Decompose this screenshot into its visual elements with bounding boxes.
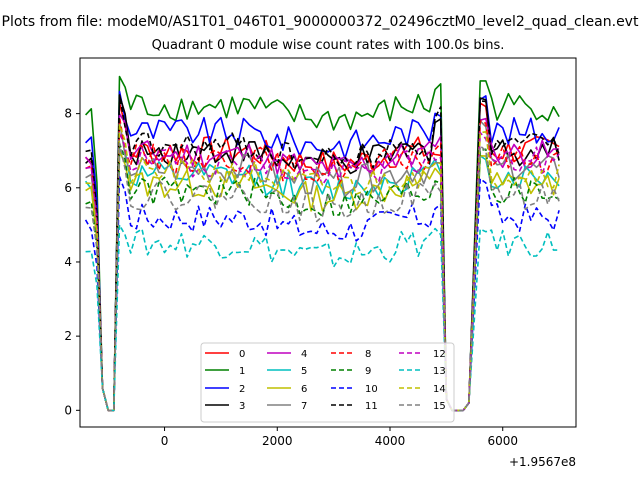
series-layer [84,75,560,412]
series-line-8 [85,116,560,412]
series-line-7 [85,120,560,412]
series-line-5 [84,150,560,412]
x-axis: 0 2000 4000 6000 [161,427,518,448]
x-axis-offset-label: +1.9567e8 [509,455,576,469]
x-tick-label: 2000 [262,434,293,448]
series-line-13 [85,224,560,412]
legend-label-3: 3 [239,401,245,412]
series-line-15 [85,142,560,412]
legend-label-1: 1 [239,366,245,377]
x-tick-label: 6000 [487,434,518,448]
legend-frame [200,342,455,423]
plot-area-frame [79,57,577,428]
legend-label-2: 2 [239,384,245,395]
legend-label-7: 7 [301,401,307,412]
legend-label-15: 15 [433,401,446,412]
legend-label-9: 9 [365,366,371,377]
y-axis: 0 2 4 6 8 [64,107,80,417]
y-tick-label: 4 [64,255,72,269]
legend-label-4: 4 [301,349,307,360]
x-tick-label: 0 [161,434,169,448]
legend-label-5: 5 [301,366,307,377]
figure-suptitle: Plots from file: modeM0/AS1T01_046T01_90… [2,14,639,30]
legend-label-6: 6 [301,384,307,395]
x-tick-label: 4000 [375,434,406,448]
y-tick-label: 0 [64,403,72,417]
legend-label-14: 14 [433,384,446,395]
series-line-12 [85,131,560,412]
legend-label-13: 13 [433,366,446,377]
series-line-10 [84,175,560,412]
y-tick-label: 2 [64,329,72,343]
y-tick-label: 6 [64,181,72,195]
legend-label-10: 10 [365,384,378,395]
legend-label-0: 0 [239,349,245,360]
series-line-1 [85,75,560,412]
y-tick-label: 8 [64,107,72,121]
series-line-6 [85,149,560,412]
series-line-9 [85,142,560,412]
series-line-11 [85,94,560,412]
legend-label-12: 12 [433,349,446,360]
legend-label-11: 11 [365,401,378,412]
legend-label-8: 8 [365,349,371,360]
chart-title: Quadrant 0 module wise count rates with … [152,38,505,53]
